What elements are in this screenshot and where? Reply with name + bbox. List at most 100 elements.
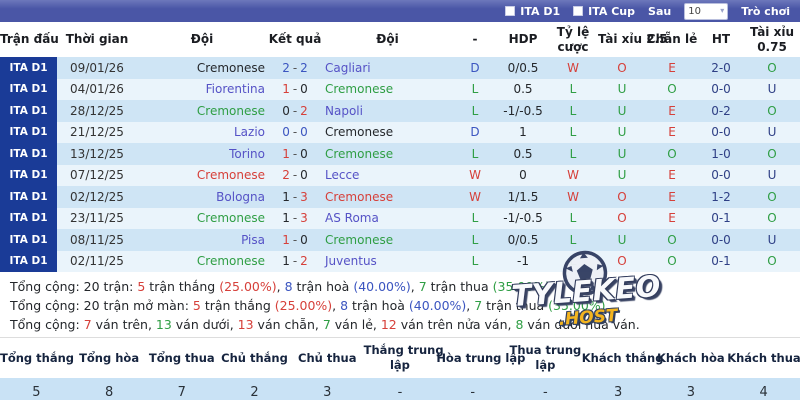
away-team[interactable]: Lecce — [325, 168, 360, 183]
home-team[interactable]: Cremonese — [196, 168, 265, 183]
over-under-2-5: U — [617, 82, 627, 97]
filter-ita-d1[interactable]: ITA D1 — [505, 5, 560, 18]
away-team[interactable]: Cremonese — [325, 125, 394, 140]
odds-result: L — [569, 103, 577, 118]
summary-segment: . — [550, 279, 555, 294]
home-score: 2 — [282, 168, 290, 183]
league-badge[interactable]: ITA D1 — [0, 164, 57, 186]
summary-segment: 8 — [284, 279, 293, 294]
summary-segment: , — [466, 298, 475, 313]
away-score: 2 — [300, 103, 308, 118]
summary-line: Tổng cộng: 20 trận mở màn: 5 trận thắng … — [10, 296, 800, 315]
away-team[interactable]: Cremonese — [325, 232, 394, 247]
summary-segment: Tổng cộng: 20 trận mở màn: — [10, 298, 193, 313]
summary-segment: Tổng cộng: 20 trận: — [10, 279, 138, 294]
home-team[interactable]: Cremonese — [196, 60, 265, 75]
col-header-home-team: Đội — [137, 22, 267, 57]
away-team[interactable]: Cagliari — [325, 60, 371, 75]
away-team[interactable]: Cremonese — [325, 189, 394, 204]
summary-segment: trận thua — [482, 298, 549, 313]
league-badge[interactable]: ITA D1 — [0, 143, 57, 165]
odds-result: L — [569, 125, 577, 140]
hdp-value: 0.5 — [513, 82, 533, 97]
league-badge[interactable]: ITA D1 — [0, 229, 57, 251]
summary-header-row: Tổng thắng Tổng hòa Tổng thua Chủ thắng Chủ … — [0, 337, 800, 378]
league-badge[interactable]: ITA D1 — [0, 250, 57, 272]
home-team[interactable]: Pisa — [241, 232, 265, 247]
over-under-0-75: O — [767, 146, 777, 161]
odds-result: L — [569, 146, 577, 161]
away-team[interactable]: Juventus — [325, 254, 377, 269]
score: 1-0 — [267, 143, 323, 165]
away-team[interactable]: Cremonese — [325, 82, 394, 97]
half-time-score: 2-0 — [711, 60, 731, 75]
match-row: ITA D1 04/01/26 Fiorentina 1-0 Cremonese L 0.5… — [0, 78, 800, 100]
odd-even: O — [667, 82, 677, 97]
league-badge[interactable]: ITA D1 — [0, 207, 57, 229]
match-row: ITA D1 21/12/25 Lazio 0-0 Cremonese D 1 L U E 0-0 U — [0, 121, 800, 143]
summary-segment: 13 — [155, 317, 172, 332]
home-team[interactable]: Fiorentina — [205, 82, 265, 97]
away-team[interactable]: Napoli — [325, 103, 363, 118]
summary-value: 5 — [0, 378, 73, 400]
checkbox-icon[interactable] — [505, 6, 516, 16]
summary-segment: 7 — [418, 279, 427, 294]
home-team[interactable]: Cremonese — [196, 254, 265, 269]
over-under-2-5: O — [617, 211, 627, 226]
col-header-time: Thời gian — [57, 22, 137, 57]
over-under-0-75: U — [767, 82, 777, 97]
match-count-select[interactable]: 10 ▾ — [684, 2, 729, 20]
home-score: 1 — [282, 146, 290, 161]
half-time-score: 0-0 — [711, 82, 731, 97]
hdp-value: 1 — [519, 125, 527, 140]
odds-result: L — [569, 211, 577, 226]
half-time-score: 1-2 — [711, 189, 731, 204]
result-letter: L — [471, 82, 479, 97]
odd-even: O — [667, 254, 677, 269]
summary-col-header: Chủ thua — [290, 337, 364, 378]
away-team[interactable]: Cremonese — [325, 146, 394, 161]
odd-even: O — [667, 232, 677, 247]
match-row: ITA D1 02/11/25 Cremonese 1-2 Juventus L -1 L O O… — [0, 250, 800, 272]
match-row: ITA D1 23/11/25 Cremonese 1-3 AS Roma L -1/-0.… — [0, 207, 800, 229]
summary-col-header: Chủ thắng — [218, 337, 291, 378]
home-score: 0 — [282, 103, 290, 118]
home-team[interactable]: Cremonese — [196, 103, 265, 118]
match-row: ITA D1 07/12/25 Cremonese 2-0 Lecce W 0 W U E 0-0 U — [0, 164, 800, 186]
col-header-half-time: HT — [698, 22, 744, 57]
summary-segment: trận hoà — [292, 279, 354, 294]
league-badge[interactable]: ITA D1 — [0, 100, 57, 122]
away-team[interactable]: AS Roma — [325, 211, 379, 226]
over-under-2-5: U — [617, 125, 627, 140]
game-link[interactable]: Trò chơi — [741, 4, 790, 18]
league-badge[interactable]: ITA D1 — [0, 78, 57, 100]
over-under-0-75: U — [767, 125, 777, 140]
score-separator: - — [292, 189, 298, 204]
odd-even: O — [667, 146, 677, 161]
league-badge[interactable]: ITA D1 — [0, 57, 57, 79]
after-label: Sau — [648, 4, 672, 18]
league-badge[interactable]: ITA D1 — [0, 186, 57, 208]
match-row: ITA D1 13/12/25 Torino 1-0 Cremonese L 0.5 L U O 1… — [0, 143, 800, 165]
home-team[interactable]: Bologna — [216, 189, 265, 204]
home-team[interactable]: Torino — [229, 146, 265, 161]
score: 1-0 — [267, 229, 323, 251]
summary-value: 4 — [727, 378, 800, 400]
hdp-value: -1/-0.5 — [503, 103, 543, 118]
filter-ita-cup[interactable]: ITA Cup — [573, 5, 635, 18]
match-row: ITA D1 28/12/25 Cremonese 0-2 Napoli L -1/-0.5… — [0, 100, 800, 122]
match-date: 02/11/25 — [70, 254, 124, 269]
summary-value: 3 — [654, 378, 728, 400]
checkbox-icon[interactable] — [573, 6, 584, 16]
away-score: 0 — [300, 168, 308, 183]
result-letter: W — [469, 189, 481, 204]
league-badge[interactable]: ITA D1 — [0, 121, 57, 143]
home-team[interactable]: Lazio — [233, 125, 265, 140]
match-count-value: 10 — [688, 5, 701, 17]
result-letter: L — [471, 146, 479, 161]
odd-even: E — [668, 103, 676, 118]
match-date: 04/01/26 — [70, 82, 124, 97]
over-under-2-5: O — [617, 60, 627, 75]
home-team[interactable]: Cremonese — [196, 211, 265, 226]
col-header-hdp: HDP — [498, 22, 548, 57]
